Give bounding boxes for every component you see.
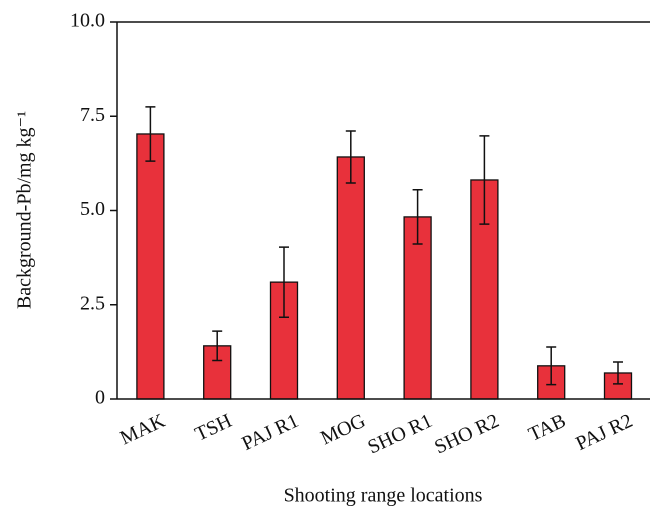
bar bbox=[336, 156, 365, 400]
y-tick-label: 7.5 bbox=[80, 104, 105, 126]
y-tick-label: 5.0 bbox=[80, 198, 105, 220]
error-bar bbox=[145, 106, 156, 162]
error-bar bbox=[212, 330, 223, 362]
y-axis-title: Background-Pb/mg kg⁻¹ bbox=[14, 111, 36, 309]
error-bar bbox=[279, 246, 289, 318]
x-tick-label: PAJ R2 bbox=[573, 410, 637, 455]
x-axis-title: Shooting range locations bbox=[284, 485, 483, 507]
x-tick-label: SHO R2 bbox=[431, 410, 502, 459]
x-tick-label: MAK bbox=[117, 410, 169, 450]
x-tick-label: TSH bbox=[192, 410, 236, 446]
error-bar bbox=[613, 361, 623, 385]
y-tick-label: 10.0 bbox=[70, 10, 105, 32]
y-tick-label: 2.5 bbox=[80, 292, 105, 314]
x-tick-label: MOG bbox=[317, 410, 369, 450]
error-bar bbox=[412, 189, 423, 245]
bar bbox=[403, 216, 432, 400]
error-bar bbox=[479, 135, 490, 225]
x-tick-label: SHO R1 bbox=[364, 410, 435, 459]
x-tick-label: PAJ R1 bbox=[239, 410, 303, 455]
y-tick-label: 0 bbox=[95, 387, 105, 409]
bar bbox=[136, 133, 165, 400]
error-bar bbox=[345, 130, 356, 184]
error-bar bbox=[546, 346, 557, 386]
x-tick-label: TAB bbox=[525, 410, 569, 446]
